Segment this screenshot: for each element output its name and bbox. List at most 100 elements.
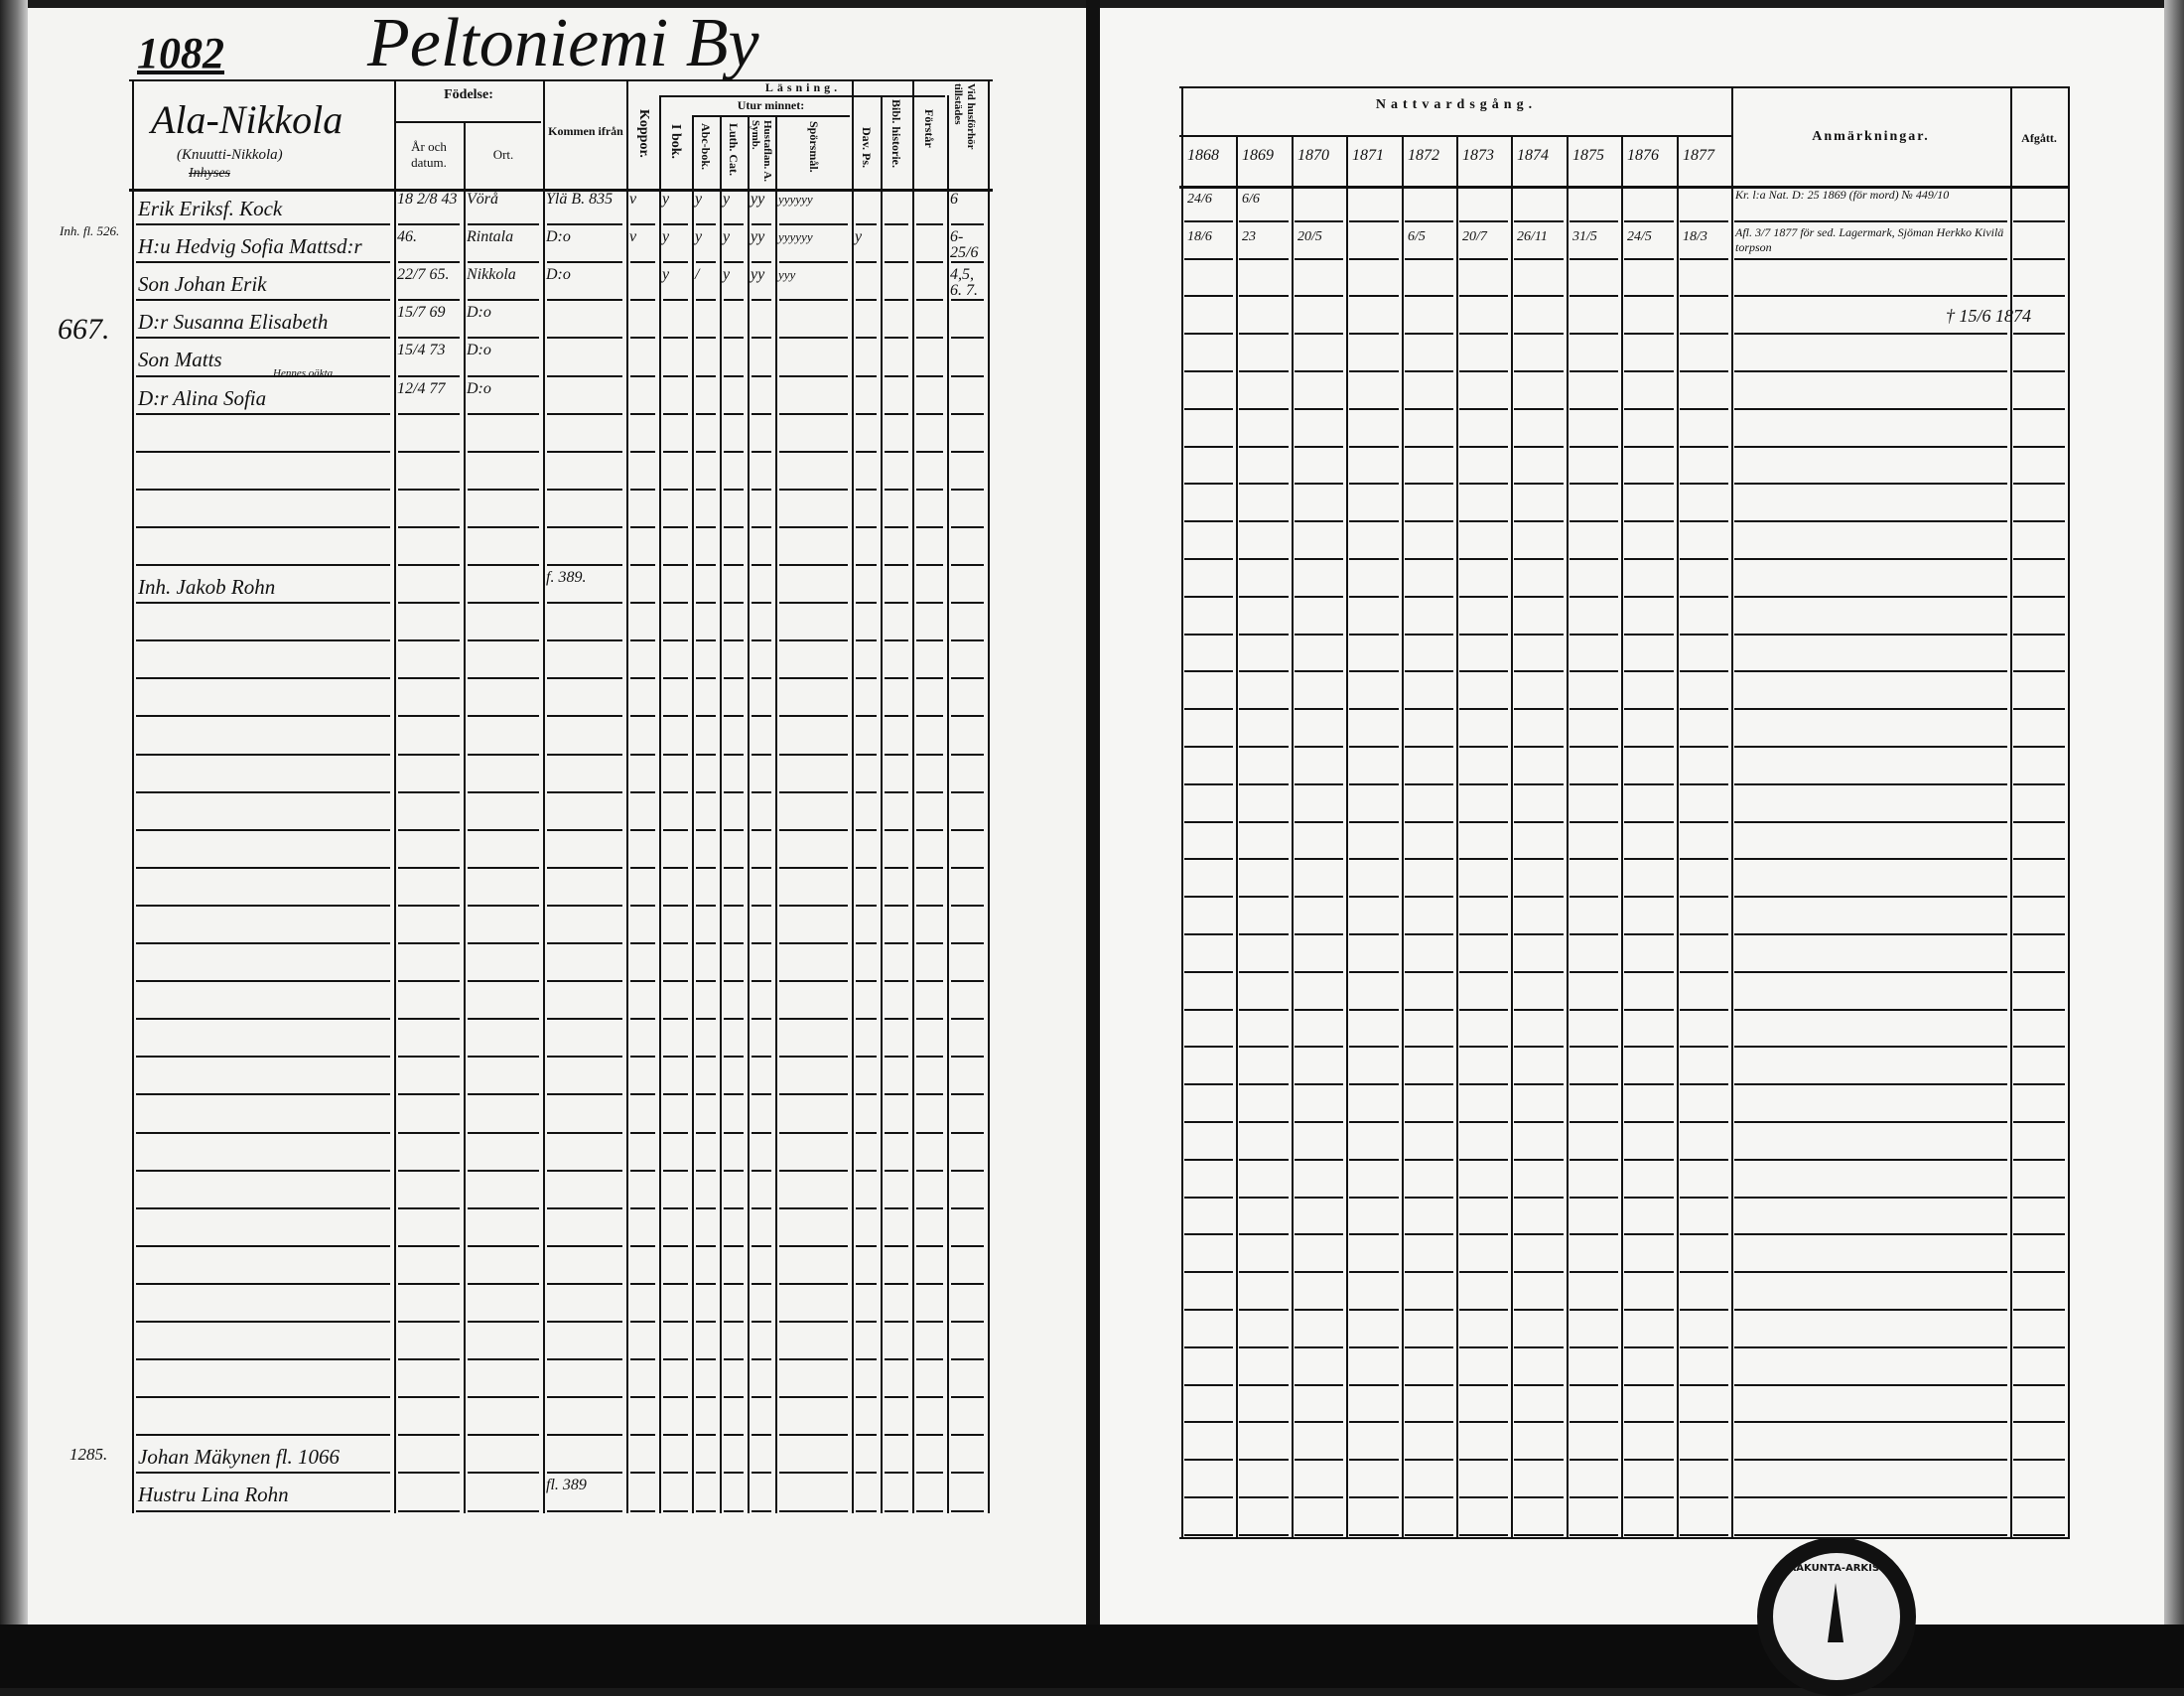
row-rule — [1624, 1233, 1674, 1236]
row-rule — [751, 450, 771, 453]
row-rule — [1680, 370, 1728, 372]
row-rule — [1405, 1533, 1453, 1536]
row-rule — [1734, 1233, 2007, 1236]
row-rule — [136, 1169, 390, 1172]
row-rule — [1405, 1271, 1453, 1274]
row-rule — [1459, 1421, 1508, 1424]
row-rule — [468, 525, 539, 528]
row-rule — [1295, 1496, 1343, 1498]
row-rule — [779, 1244, 848, 1247]
row-rule — [2013, 1271, 2065, 1274]
row-rule — [696, 1472, 716, 1475]
header-in-book: I bok. — [668, 124, 683, 160]
row-rule — [468, 1396, 539, 1399]
row-rule — [885, 525, 908, 528]
row-rule — [751, 639, 771, 642]
header-bibl: Bibl. historie. — [889, 99, 903, 169]
row-rule — [398, 753, 460, 756]
row-rule — [1184, 1046, 1233, 1049]
row-rule — [1405, 746, 1453, 748]
row-rule — [916, 1434, 943, 1437]
row-rule — [2013, 1121, 2065, 1123]
row-rule — [1514, 1383, 1564, 1386]
row-rule — [1624, 595, 1674, 598]
row-rule — [724, 1396, 744, 1399]
column-rule — [720, 115, 722, 1513]
row-rule — [751, 753, 771, 756]
row-rule — [1680, 595, 1728, 598]
column-rule — [1292, 135, 1294, 1537]
row-rule — [885, 602, 908, 605]
row-rule — [1570, 595, 1618, 598]
row-rule — [856, 904, 877, 907]
row-rule — [1405, 970, 1453, 973]
row-rule — [1570, 970, 1618, 973]
cell-from: fl. 389 — [546, 1477, 587, 1494]
column-rule — [659, 95, 661, 1513]
row-rule — [1570, 520, 1618, 523]
year-header-1870: 1870 — [1297, 147, 1329, 164]
row-rule — [856, 677, 877, 680]
row-rule — [1514, 595, 1564, 598]
row-rule — [1734, 558, 2007, 560]
row-rule — [2013, 896, 2065, 899]
remark-text: Afl. 3/7 1877 för sed. Lagermark, Sjöman… — [1735, 224, 2004, 254]
row-rule — [779, 677, 848, 680]
row-rule — [951, 753, 984, 756]
row-rule — [696, 564, 716, 566]
row-rule — [1349, 933, 1399, 935]
row-rule — [1239, 1083, 1289, 1086]
row-rule — [398, 374, 460, 377]
row-rule — [856, 753, 877, 756]
header-place: Ort. — [492, 147, 514, 162]
row-rule — [1239, 445, 1289, 448]
row-rule — [663, 1434, 688, 1437]
row-rule — [1349, 782, 1399, 785]
row-rule — [1680, 219, 1728, 222]
row-rule — [724, 1472, 744, 1475]
row-rule — [1295, 219, 1343, 222]
row-rule — [1184, 483, 1233, 486]
row-rule — [1295, 746, 1343, 748]
row-rule — [1734, 295, 2007, 298]
row-rule — [1624, 1533, 1674, 1536]
row-rule — [663, 790, 688, 793]
row-rule — [751, 1244, 771, 1247]
row-rule — [751, 374, 771, 377]
row-rule — [2013, 558, 2065, 560]
row-rule — [779, 1131, 848, 1134]
alina-note: Hennes oäkta — [273, 367, 334, 379]
row-rule — [1239, 933, 1289, 935]
row-rule — [916, 753, 943, 756]
row-rule — [663, 1244, 688, 1247]
row-rule — [663, 980, 688, 983]
row-rule — [1514, 896, 1564, 899]
row-rule — [630, 412, 655, 415]
header-smallpox: Koppor. — [636, 109, 651, 158]
row-rule — [1624, 858, 1674, 861]
row-rule — [1570, 1083, 1618, 1086]
row-rule — [136, 1472, 390, 1475]
row-rule — [1624, 1459, 1674, 1462]
row-rule — [547, 1056, 622, 1059]
stamp-text: MAAKUNTA-ARKISTO — [1778, 1563, 1895, 1574]
row-rule — [2013, 445, 2065, 448]
row-rule — [856, 828, 877, 831]
row-rule — [1184, 708, 1233, 711]
cell-year: 15/7 69 — [397, 304, 446, 322]
row-rule — [630, 790, 655, 793]
row-rule — [751, 488, 771, 491]
row-rule — [885, 1434, 908, 1437]
row-rule — [398, 1282, 460, 1285]
row-rule — [916, 1509, 943, 1512]
row-rule — [1295, 896, 1343, 899]
row-rule — [951, 715, 984, 718]
row-rule — [630, 1396, 655, 1399]
row-rule — [468, 1018, 539, 1021]
row-rule — [724, 337, 744, 340]
row-rule — [951, 639, 984, 642]
row-rule — [1459, 1233, 1508, 1236]
row-rule — [468, 1358, 539, 1361]
row-rule — [1624, 295, 1674, 298]
row-rule — [1349, 1233, 1399, 1236]
